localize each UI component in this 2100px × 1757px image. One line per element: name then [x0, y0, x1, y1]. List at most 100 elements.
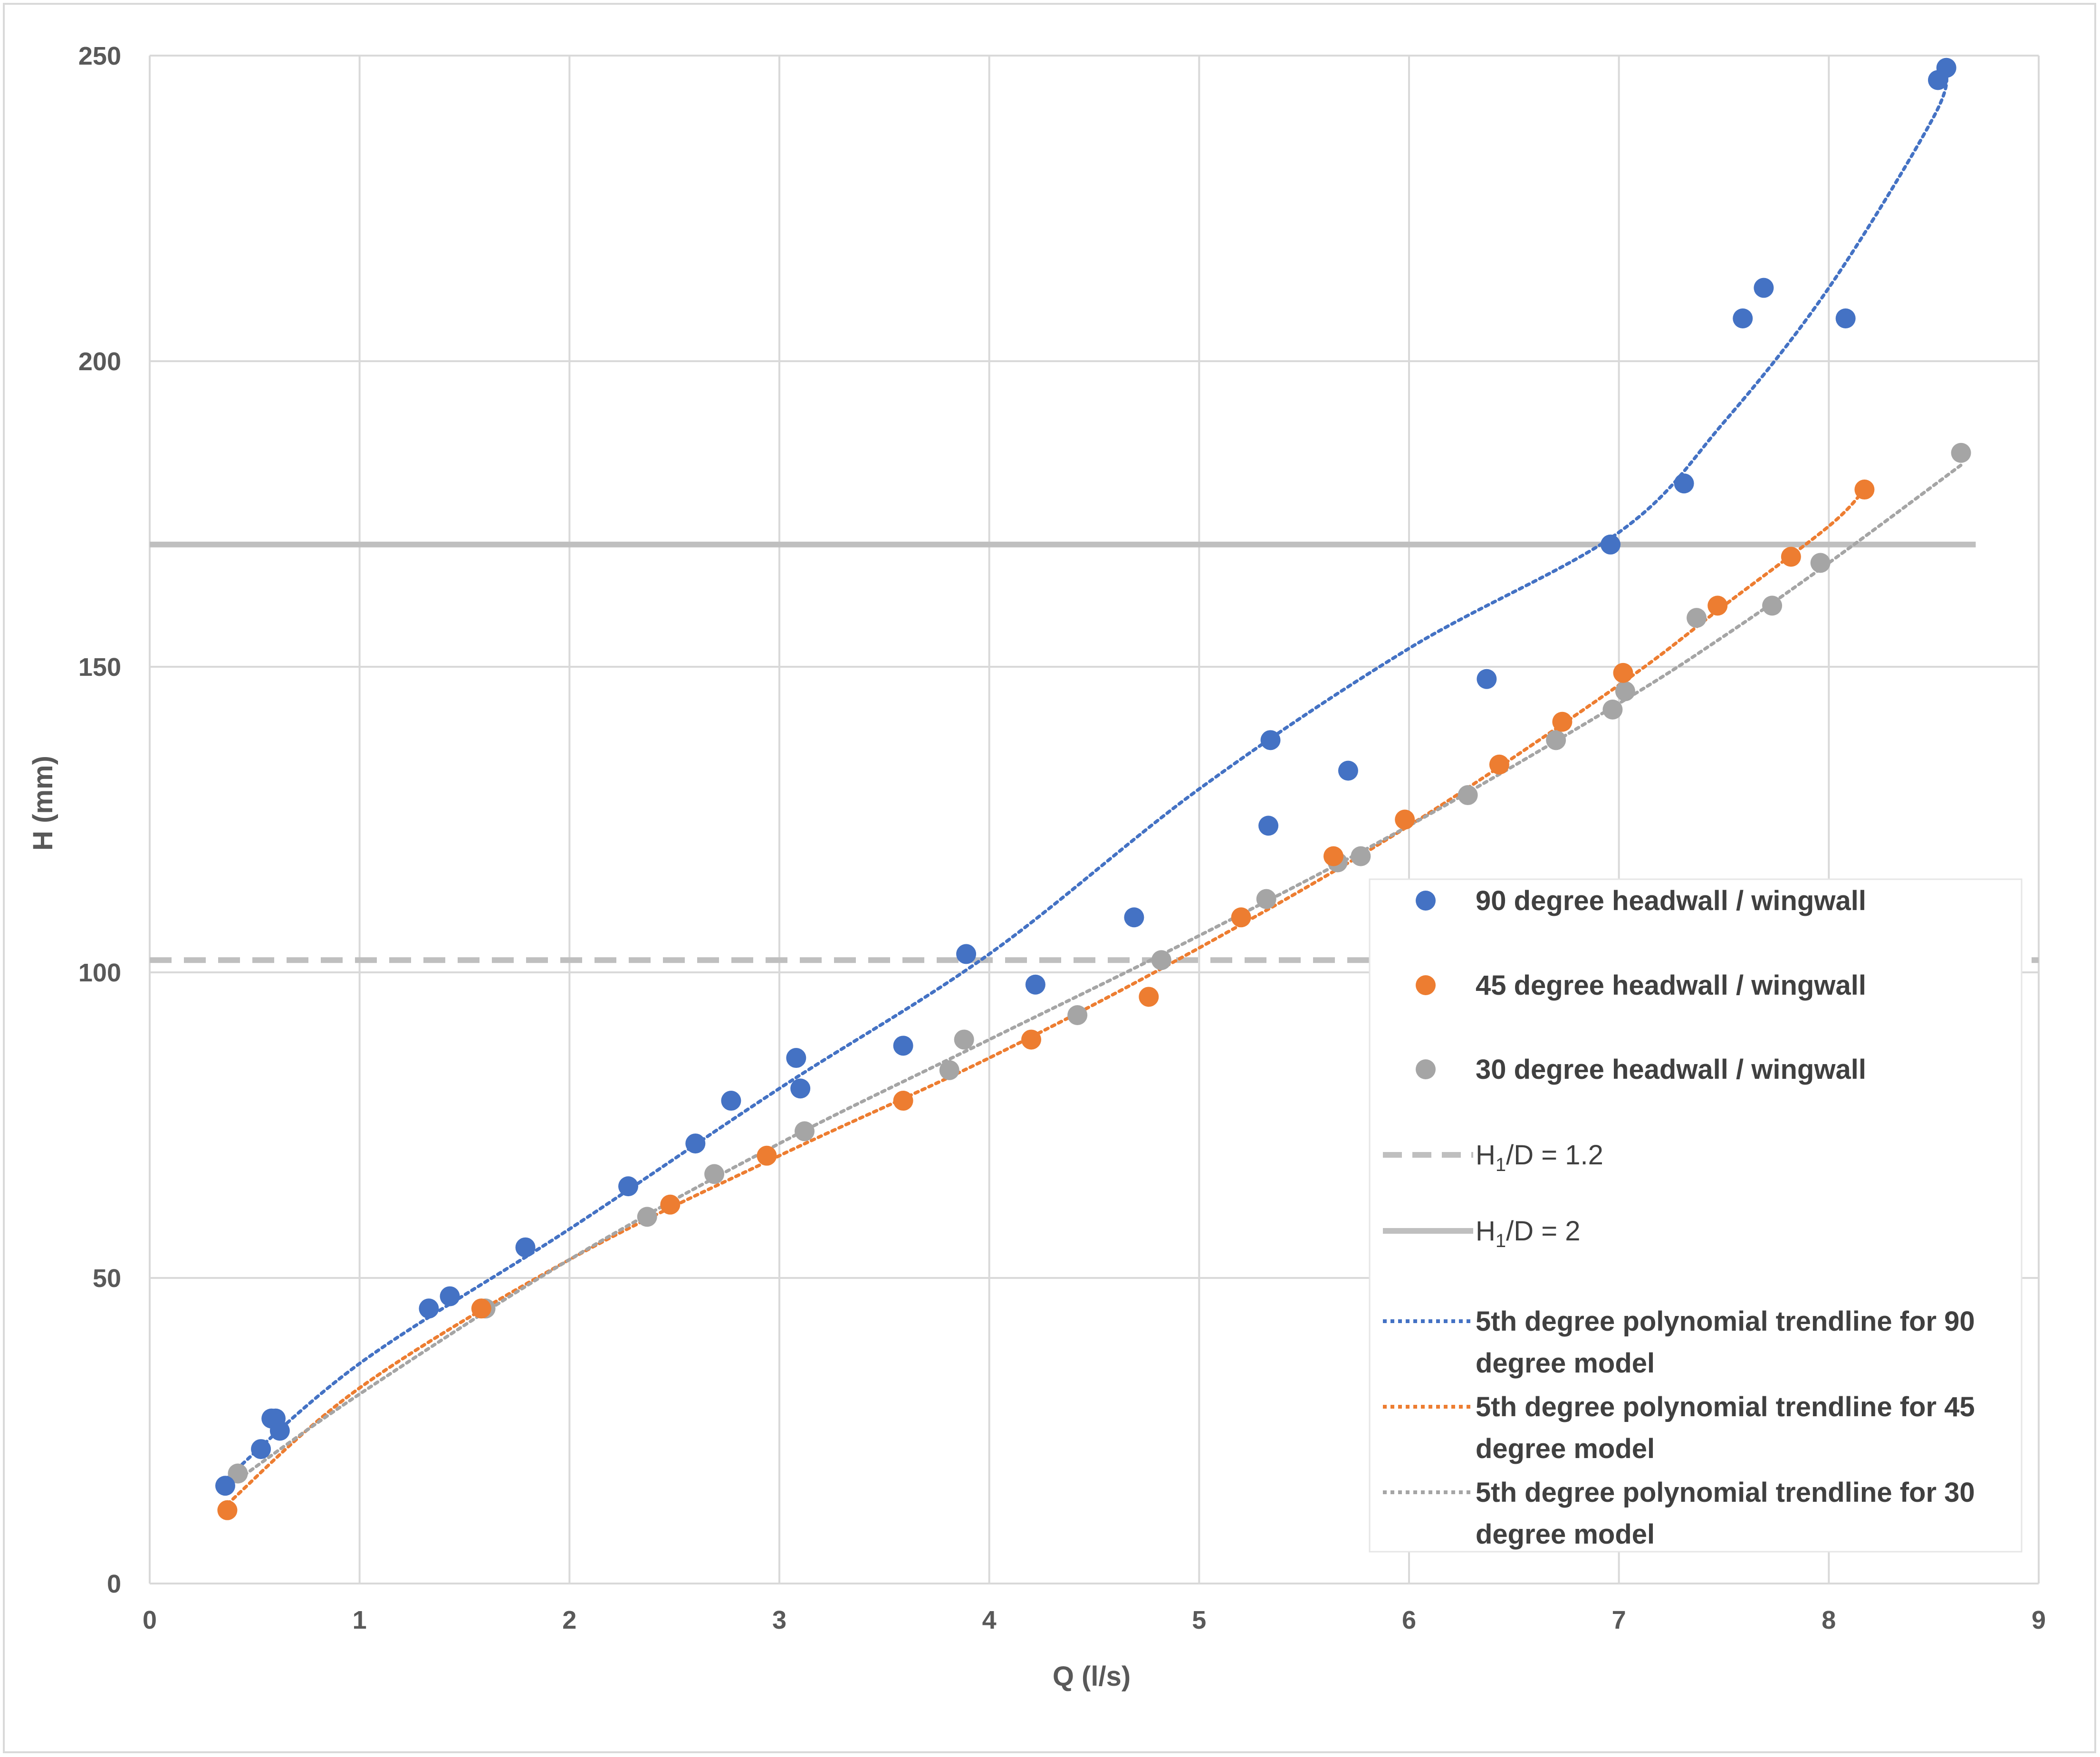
- x-tick-label: 3: [772, 1606, 786, 1634]
- marker-30-degree: [1458, 785, 1478, 806]
- marker-90-degree: [893, 1036, 913, 1056]
- legend: 90 degree headwall / wingwall 45 degree h…: [1369, 878, 2023, 1553]
- marker-90-degree: [1835, 308, 1856, 328]
- marker-45-degree: [1613, 662, 1633, 683]
- marker-90-degree: [1124, 907, 1144, 928]
- x-tick-label: 5: [1192, 1606, 1206, 1634]
- x-tick-label: 4: [982, 1606, 997, 1634]
- marker-90-degree: [956, 944, 977, 964]
- data-markers: [215, 58, 1971, 1520]
- y-tick-label: 100: [78, 959, 121, 987]
- marker-45-degree: [1323, 846, 1343, 866]
- marker-45-degree: [217, 1500, 238, 1520]
- marker-90-degree: [1936, 58, 1956, 78]
- legend-label-subscript: 1: [1496, 1154, 1506, 1175]
- marker-90-degree: [1754, 278, 1774, 298]
- legend-marker-icon: [1416, 1059, 1436, 1079]
- marker-30-degree: [1546, 730, 1566, 750]
- marker-90-degree: [786, 1048, 806, 1068]
- legend-label-line2: degree model: [1476, 1519, 1655, 1550]
- marker-45-degree: [1854, 480, 1875, 500]
- marker-90-degree: [440, 1286, 460, 1306]
- marker-30-degree: [939, 1060, 959, 1080]
- marker-45-degree: [1707, 595, 1728, 616]
- x-tick-label: 8: [1822, 1606, 1836, 1634]
- marker-90-degree: [1601, 534, 1621, 555]
- x-tick-label: 1: [353, 1606, 367, 1634]
- marker-30-degree: [1615, 681, 1635, 701]
- legend-label: H1/D = 1.2: [1476, 1140, 1603, 1175]
- marker-45-degree: [660, 1194, 681, 1215]
- y-tick-label: 200: [78, 347, 121, 376]
- marker-45-degree: [1781, 547, 1801, 567]
- marker-90-degree: [1338, 760, 1358, 781]
- marker-45-degree: [1552, 711, 1573, 732]
- marker-30-degree: [1067, 1005, 1088, 1026]
- x-tick-label: 6: [1402, 1606, 1416, 1634]
- legend-label-line1: 5th degree polynomial trendline for 90: [1476, 1306, 1975, 1337]
- y-tick-label: 250: [78, 42, 121, 70]
- axis-layer: 0 1 2 3 4 5 6 7 8 9 0 50 100 150 200 250: [78, 42, 2046, 1634]
- legend-label: 45 degree headwall / wingwall: [1476, 970, 1866, 1001]
- y-tick-label: 50: [93, 1264, 121, 1293]
- legend-label-line2: degree model: [1476, 1433, 1655, 1464]
- y-tick-label: 0: [107, 1570, 121, 1598]
- marker-90-degree: [1260, 730, 1281, 750]
- legend-label-line2: degree model: [1476, 1348, 1655, 1379]
- marker-30-degree: [1151, 950, 1171, 970]
- legend-label-rest: /D = 1.2: [1506, 1140, 1603, 1171]
- marker-90-degree: [215, 1476, 235, 1496]
- legend-marker-icon: [1416, 891, 1436, 911]
- marker-45-degree: [471, 1298, 491, 1319]
- marker-30-degree: [704, 1164, 725, 1184]
- marker-30-degree: [795, 1121, 815, 1142]
- legend-label-main: H: [1476, 1140, 1496, 1171]
- x-tick-label: 0: [143, 1606, 157, 1634]
- marker-45-degree: [1231, 907, 1251, 928]
- legend-label: H1/D = 2: [1476, 1216, 1581, 1251]
- marker-30-degree: [637, 1207, 657, 1227]
- marker-30-degree: [1351, 846, 1371, 866]
- marker-90-degree: [1025, 974, 1045, 995]
- marker-30-degree: [1810, 553, 1831, 573]
- x-tick-label: 2: [562, 1606, 576, 1634]
- marker-90-degree: [790, 1078, 811, 1099]
- marker-90-degree: [1674, 473, 1694, 494]
- marker-30-degree: [1951, 442, 1971, 463]
- legend-label-line1: 5th degree polynomial trendline for 30: [1476, 1477, 1975, 1508]
- marker-30-degree: [954, 1029, 974, 1050]
- y-tick-label: 150: [78, 653, 121, 682]
- marker-30-degree: [1687, 608, 1707, 628]
- marker-30-degree: [1256, 889, 1276, 909]
- marker-45-degree: [1139, 987, 1159, 1007]
- legend-label-rest: /D = 2: [1506, 1216, 1580, 1247]
- marker-45-degree: [1395, 809, 1415, 830]
- legend-label: 30 degree headwall / wingwall: [1476, 1054, 1866, 1085]
- marker-30-degree: [1602, 700, 1623, 720]
- marker-90-degree: [1733, 308, 1753, 328]
- marker-30-degree: [228, 1463, 248, 1484]
- x-tick-label: 9: [2032, 1606, 2046, 1634]
- marker-90-degree: [419, 1298, 439, 1319]
- marker-90-degree: [1477, 669, 1497, 689]
- marker-90-degree: [1258, 816, 1279, 836]
- x-axis-title: Q (l/s): [1053, 1661, 1131, 1692]
- marker-90-degree: [685, 1133, 706, 1154]
- legend-marker-icon: [1416, 975, 1436, 995]
- marker-90-degree: [269, 1421, 290, 1441]
- y-axis-title: H (mm): [28, 756, 58, 851]
- marker-90-degree: [721, 1091, 741, 1111]
- legend-label-main: H: [1476, 1216, 1496, 1247]
- marker-30-degree: [1762, 595, 1783, 616]
- legend-box: [1369, 878, 2023, 1553]
- trendline-series-5: [223, 66, 1948, 1481]
- legend-label-subscript: 1: [1496, 1230, 1506, 1251]
- marker-90-degree: [515, 1237, 536, 1258]
- chart-frame: [3, 3, 2096, 1753]
- legend-label-line1: 5th degree polynomial trendline for 45: [1476, 1392, 1975, 1422]
- marker-45-degree: [893, 1091, 913, 1111]
- marker-90-degree: [251, 1439, 271, 1459]
- x-tick-label: 7: [1612, 1606, 1626, 1634]
- legend-label: 90 degree headwall / wingwall: [1476, 885, 1866, 916]
